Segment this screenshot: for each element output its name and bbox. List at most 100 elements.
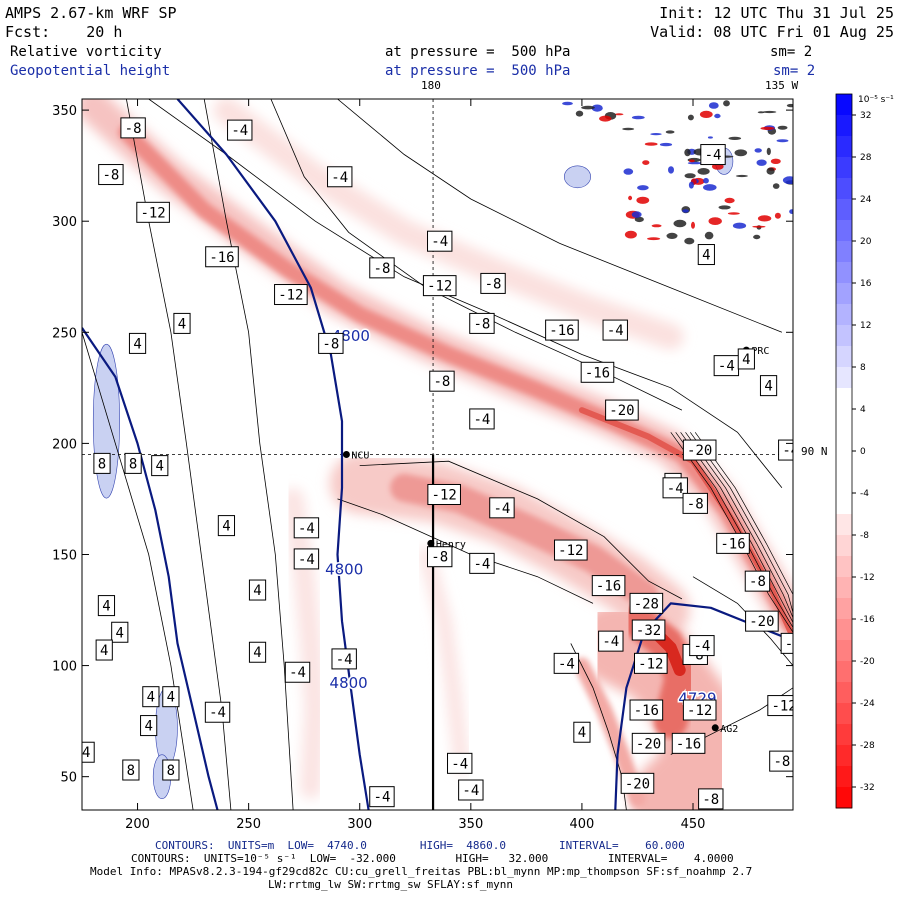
vorticity-label-text: -4: [693, 639, 710, 655]
colorbar-segment: [836, 283, 852, 305]
vorticity-label: -12: [634, 652, 668, 674]
vorticity-label-box: [128, 332, 147, 354]
colorbar-tick-label: -12: [860, 573, 875, 583]
lat-label-90n: 90 N: [801, 445, 828, 458]
terrain-speckle: [622, 127, 635, 131]
terrain-speckle: [757, 111, 765, 114]
vorticity-label-box: [274, 284, 308, 306]
colorbar-segment: [836, 115, 852, 137]
vorticity-label-box: [602, 319, 628, 341]
vorticity-label-box: [293, 548, 320, 570]
vorticity-label-text: -20: [687, 443, 712, 459]
terrain-speckle: [760, 126, 775, 130]
colorbar-segment: [836, 745, 852, 767]
station-marker: [342, 451, 350, 458]
terrain-speckle: [628, 195, 633, 201]
vorticity-label-box: [447, 752, 473, 774]
vorticity-label: -4: [204, 701, 231, 723]
terrain-speckle: [624, 230, 637, 239]
terrain-speckle: [703, 177, 709, 184]
vorticity-label-text: 4: [156, 459, 164, 475]
y-tick-label: 150: [52, 548, 77, 563]
vorticity-label-box: [98, 164, 124, 186]
vorticity-label: -8: [98, 164, 124, 186]
vorticity-label: -12: [767, 695, 793, 717]
vorticity-label-box: [136, 201, 170, 223]
vorticity-label-text: -8: [773, 754, 790, 770]
vorticity-label: 4: [151, 455, 169, 477]
terrain-speckle: [688, 159, 695, 163]
vorticity-label: -8: [480, 272, 506, 294]
colorbar-segment: [836, 451, 852, 473]
terrain-speckle: [774, 212, 781, 219]
terrain-speckle: [777, 125, 788, 130]
vorticity-label: -8: [698, 788, 724, 810]
vorticity-label-box: [122, 759, 140, 781]
vorticity-contour-0: [82, 332, 194, 810]
terrain-speckle: [614, 113, 624, 116]
colorbar-tick-label: 20: [860, 237, 872, 247]
field2-name: Geopotential height: [10, 63, 171, 79]
vorticity-label-box: [605, 399, 639, 421]
vorticity-label-box: [120, 117, 146, 139]
x-tick-label: 350: [458, 817, 483, 832]
vorticity-label: 4: [737, 348, 755, 370]
vorticity-label: -16: [629, 699, 664, 721]
vorticity-label-box: [173, 312, 191, 334]
vorticity-label-box: [629, 592, 664, 614]
vorticity-label-text: -16: [596, 579, 621, 595]
station-marker: [711, 724, 719, 732]
terrain-speckle: [770, 158, 781, 164]
vorticity-label-box: [745, 610, 779, 632]
forecast-hour: Fcst: 20 h: [5, 23, 123, 41]
vorticity-label-text: -4: [782, 443, 799, 459]
vorticity-label-text: -12: [427, 279, 452, 295]
vorticity-label-box: [580, 361, 615, 383]
vorticity-label: 4: [173, 312, 191, 334]
vorticity-label: -16: [205, 246, 239, 268]
station-label: PRC: [751, 346, 769, 357]
vorticity-label-box: [204, 701, 231, 723]
vorticity-label-box: [662, 477, 688, 499]
vorticity-label: 8: [93, 452, 111, 474]
vorticity-label-box: [248, 641, 267, 663]
vorticity-label-text: -8: [322, 336, 339, 352]
vorticity-label-box: [469, 408, 495, 430]
vorticity-label-box: [631, 732, 666, 754]
vorticity-label: -12: [682, 699, 717, 721]
colorbar-tick-label: 28: [860, 153, 872, 163]
vorticity-label: -8: [369, 257, 395, 279]
x-tick-label: 250: [236, 817, 261, 832]
vorticity-label-text: -16: [549, 323, 574, 339]
terrain-speckle: [634, 216, 644, 223]
height-contour-0: [176, 99, 370, 810]
colorbar-segment: [836, 598, 852, 620]
field2-level: at pressure = 500 hPa: [385, 63, 571, 79]
vorticity-label: -4: [713, 355, 740, 377]
colorbar-segment: [836, 535, 852, 557]
colorbar-tick-label: -20: [860, 657, 875, 667]
colorbar-segment: [836, 577, 852, 599]
vorticity-label-box: [205, 246, 239, 268]
vorticity-label-text: -4: [494, 501, 511, 517]
terrain-speckle: [636, 196, 650, 204]
vorticity-label: -4: [469, 408, 495, 430]
vorticity-label-box: [480, 272, 506, 294]
vorticity-label-text: -20: [625, 776, 650, 792]
terrain-speckle: [623, 168, 634, 175]
colorbar-segment: [836, 325, 852, 347]
terrain-speckle: [708, 102, 719, 109]
vorticity-label-text: 4: [100, 643, 108, 659]
lon-label-180: 180: [421, 79, 441, 92]
vorticity-label: -20: [631, 732, 666, 754]
vorticity-label: -12: [427, 483, 461, 505]
vorticity-label: -16: [716, 532, 750, 554]
vorticity-label: -16: [580, 361, 615, 383]
height-contour-1: [82, 327, 219, 810]
colorbar-tick-label: 0: [860, 447, 866, 457]
colorbar-segment: [836, 703, 852, 725]
vorticity-label-box: [140, 715, 158, 737]
vorticity-label-text: -12: [687, 703, 712, 719]
vorticity-label-box: [629, 699, 664, 721]
station-label: NCU: [351, 451, 369, 462]
